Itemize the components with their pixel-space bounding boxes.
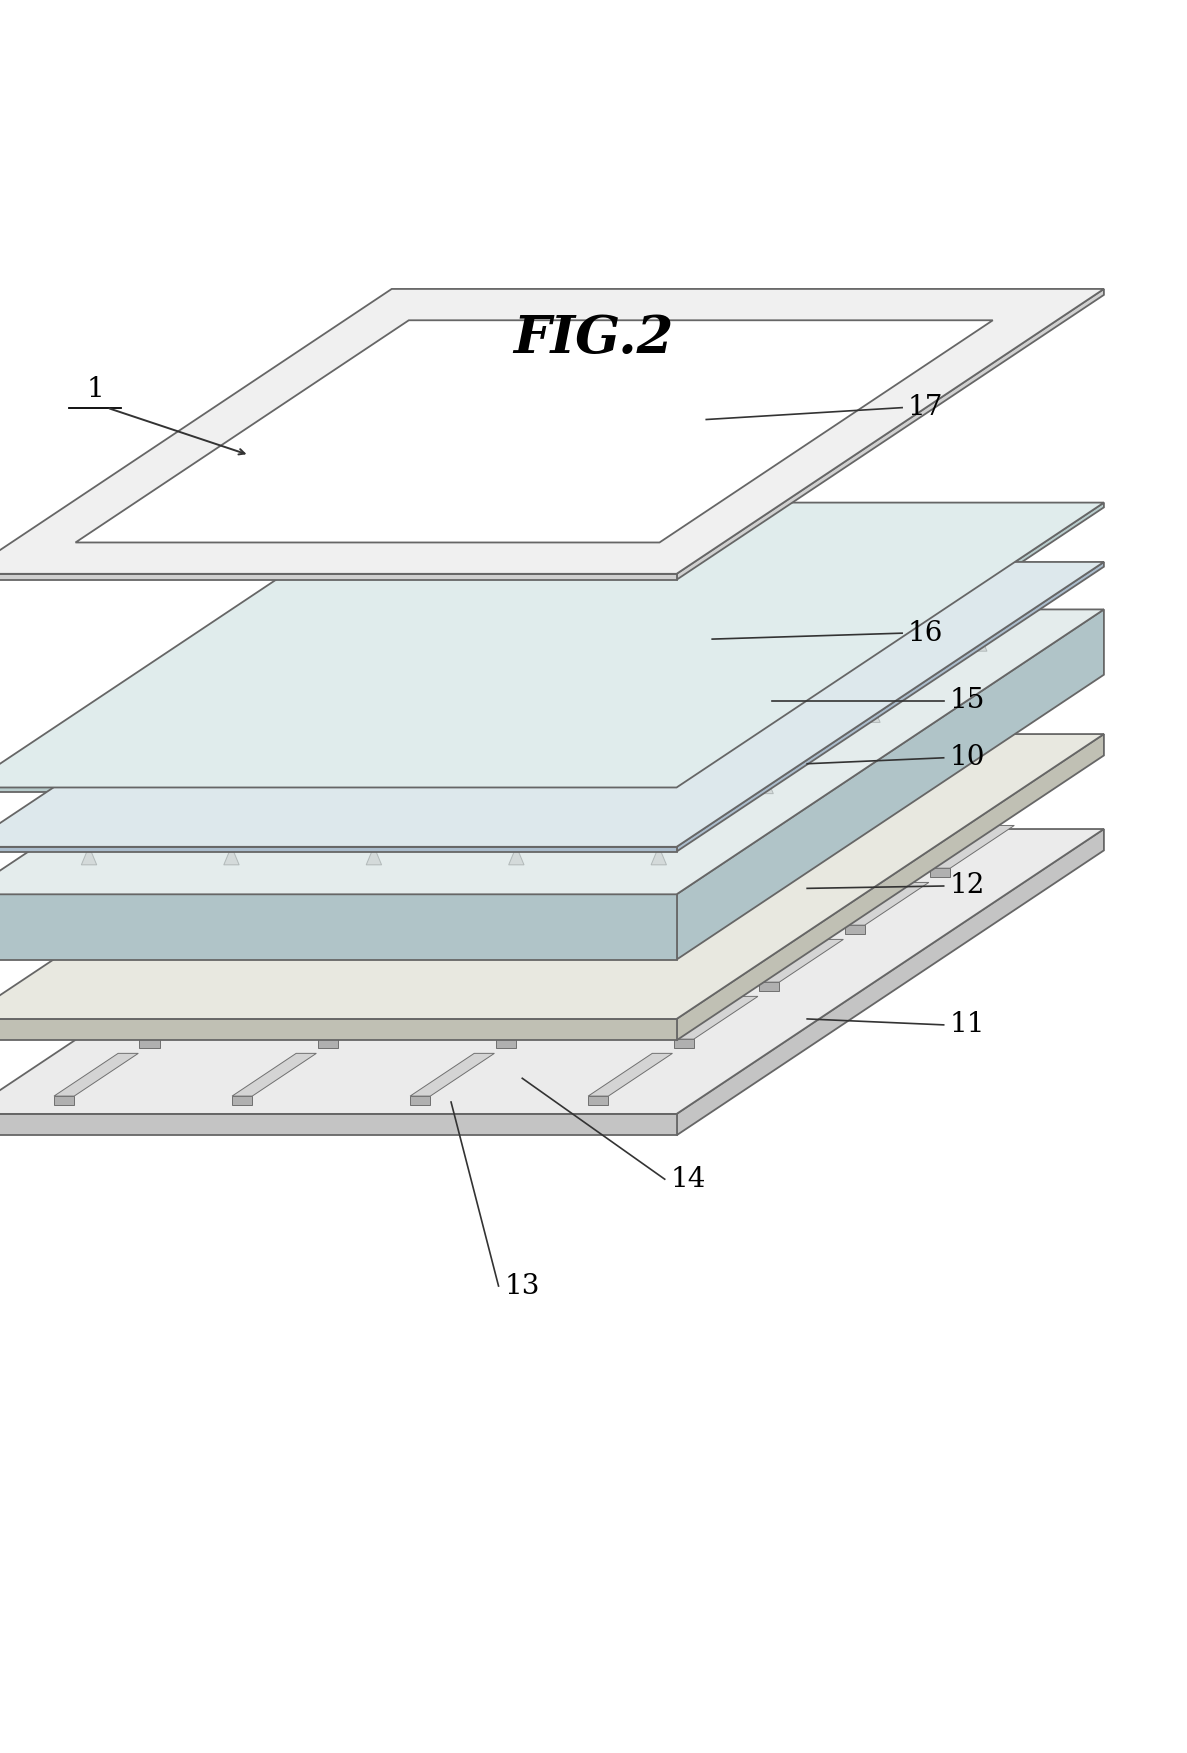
Polygon shape — [575, 868, 595, 876]
Polygon shape — [844, 882, 928, 926]
Polygon shape — [0, 503, 1104, 787]
Polygon shape — [140, 1040, 160, 1048]
Polygon shape — [844, 926, 864, 934]
Text: 17: 17 — [908, 394, 944, 421]
Polygon shape — [366, 847, 381, 864]
Text: 16: 16 — [908, 619, 944, 647]
Polygon shape — [404, 940, 488, 982]
Polygon shape — [589, 1096, 609, 1104]
Polygon shape — [496, 996, 579, 1040]
Polygon shape — [544, 633, 560, 650]
Polygon shape — [233, 1054, 317, 1096]
Polygon shape — [589, 1054, 672, 1096]
Polygon shape — [0, 829, 1104, 1113]
Polygon shape — [437, 705, 453, 722]
Polygon shape — [677, 610, 1104, 959]
Text: 14: 14 — [671, 1166, 706, 1192]
Polygon shape — [472, 775, 489, 794]
Polygon shape — [396, 826, 481, 868]
Text: FIG.2: FIG.2 — [513, 312, 674, 363]
Text: 10: 10 — [950, 745, 985, 771]
Polygon shape — [76, 321, 992, 542]
Polygon shape — [224, 847, 240, 864]
Polygon shape — [55, 1054, 138, 1096]
Polygon shape — [489, 926, 508, 934]
Text: 11: 11 — [950, 1011, 985, 1038]
Polygon shape — [931, 868, 950, 876]
Polygon shape — [0, 289, 1104, 573]
Polygon shape — [411, 1096, 431, 1104]
Polygon shape — [667, 926, 686, 934]
Polygon shape — [677, 289, 1104, 580]
Polygon shape — [496, 1040, 516, 1048]
Polygon shape — [575, 826, 658, 868]
Polygon shape — [0, 787, 677, 792]
Polygon shape — [582, 982, 601, 990]
Polygon shape — [722, 705, 737, 722]
Polygon shape — [0, 735, 1104, 1018]
Polygon shape — [55, 1096, 75, 1104]
Polygon shape — [140, 996, 224, 1040]
Text: 13: 13 — [504, 1273, 540, 1299]
Polygon shape — [0, 610, 1104, 894]
Polygon shape — [650, 847, 667, 864]
Polygon shape — [310, 882, 394, 926]
Polygon shape — [226, 982, 246, 990]
Polygon shape — [508, 847, 525, 864]
Text: 1: 1 — [87, 377, 103, 403]
Polygon shape — [615, 775, 630, 794]
Polygon shape — [686, 633, 702, 650]
Polygon shape — [296, 705, 311, 722]
Polygon shape — [404, 982, 424, 990]
Polygon shape — [318, 1040, 337, 1048]
Polygon shape — [0, 573, 677, 580]
Polygon shape — [829, 633, 844, 650]
Polygon shape — [677, 829, 1104, 1136]
Polygon shape — [582, 940, 665, 982]
Polygon shape — [0, 563, 1104, 847]
Polygon shape — [0, 847, 677, 852]
Polygon shape — [226, 940, 310, 982]
Polygon shape — [0, 1018, 677, 1040]
Polygon shape — [82, 847, 97, 864]
Polygon shape — [674, 996, 757, 1040]
Polygon shape — [760, 982, 780, 990]
Polygon shape — [0, 1113, 677, 1136]
Polygon shape — [579, 705, 595, 722]
Polygon shape — [489, 882, 573, 926]
Polygon shape — [864, 705, 880, 722]
Polygon shape — [760, 940, 843, 982]
Polygon shape — [330, 775, 347, 794]
Polygon shape — [674, 1040, 693, 1048]
Text: 12: 12 — [950, 873, 985, 899]
Polygon shape — [233, 1096, 253, 1104]
Polygon shape — [677, 735, 1104, 1040]
Text: 15: 15 — [950, 687, 985, 713]
Polygon shape — [971, 633, 986, 650]
Polygon shape — [931, 826, 1014, 868]
Polygon shape — [677, 503, 1104, 792]
Polygon shape — [753, 868, 772, 876]
Polygon shape — [667, 882, 750, 926]
Polygon shape — [753, 826, 836, 868]
Polygon shape — [0, 894, 677, 959]
Polygon shape — [677, 563, 1104, 852]
Polygon shape — [401, 633, 418, 650]
Polygon shape — [318, 996, 401, 1040]
Polygon shape — [310, 926, 330, 934]
Polygon shape — [758, 775, 773, 794]
Polygon shape — [188, 775, 204, 794]
Polygon shape — [411, 1054, 495, 1096]
Polygon shape — [396, 868, 417, 876]
